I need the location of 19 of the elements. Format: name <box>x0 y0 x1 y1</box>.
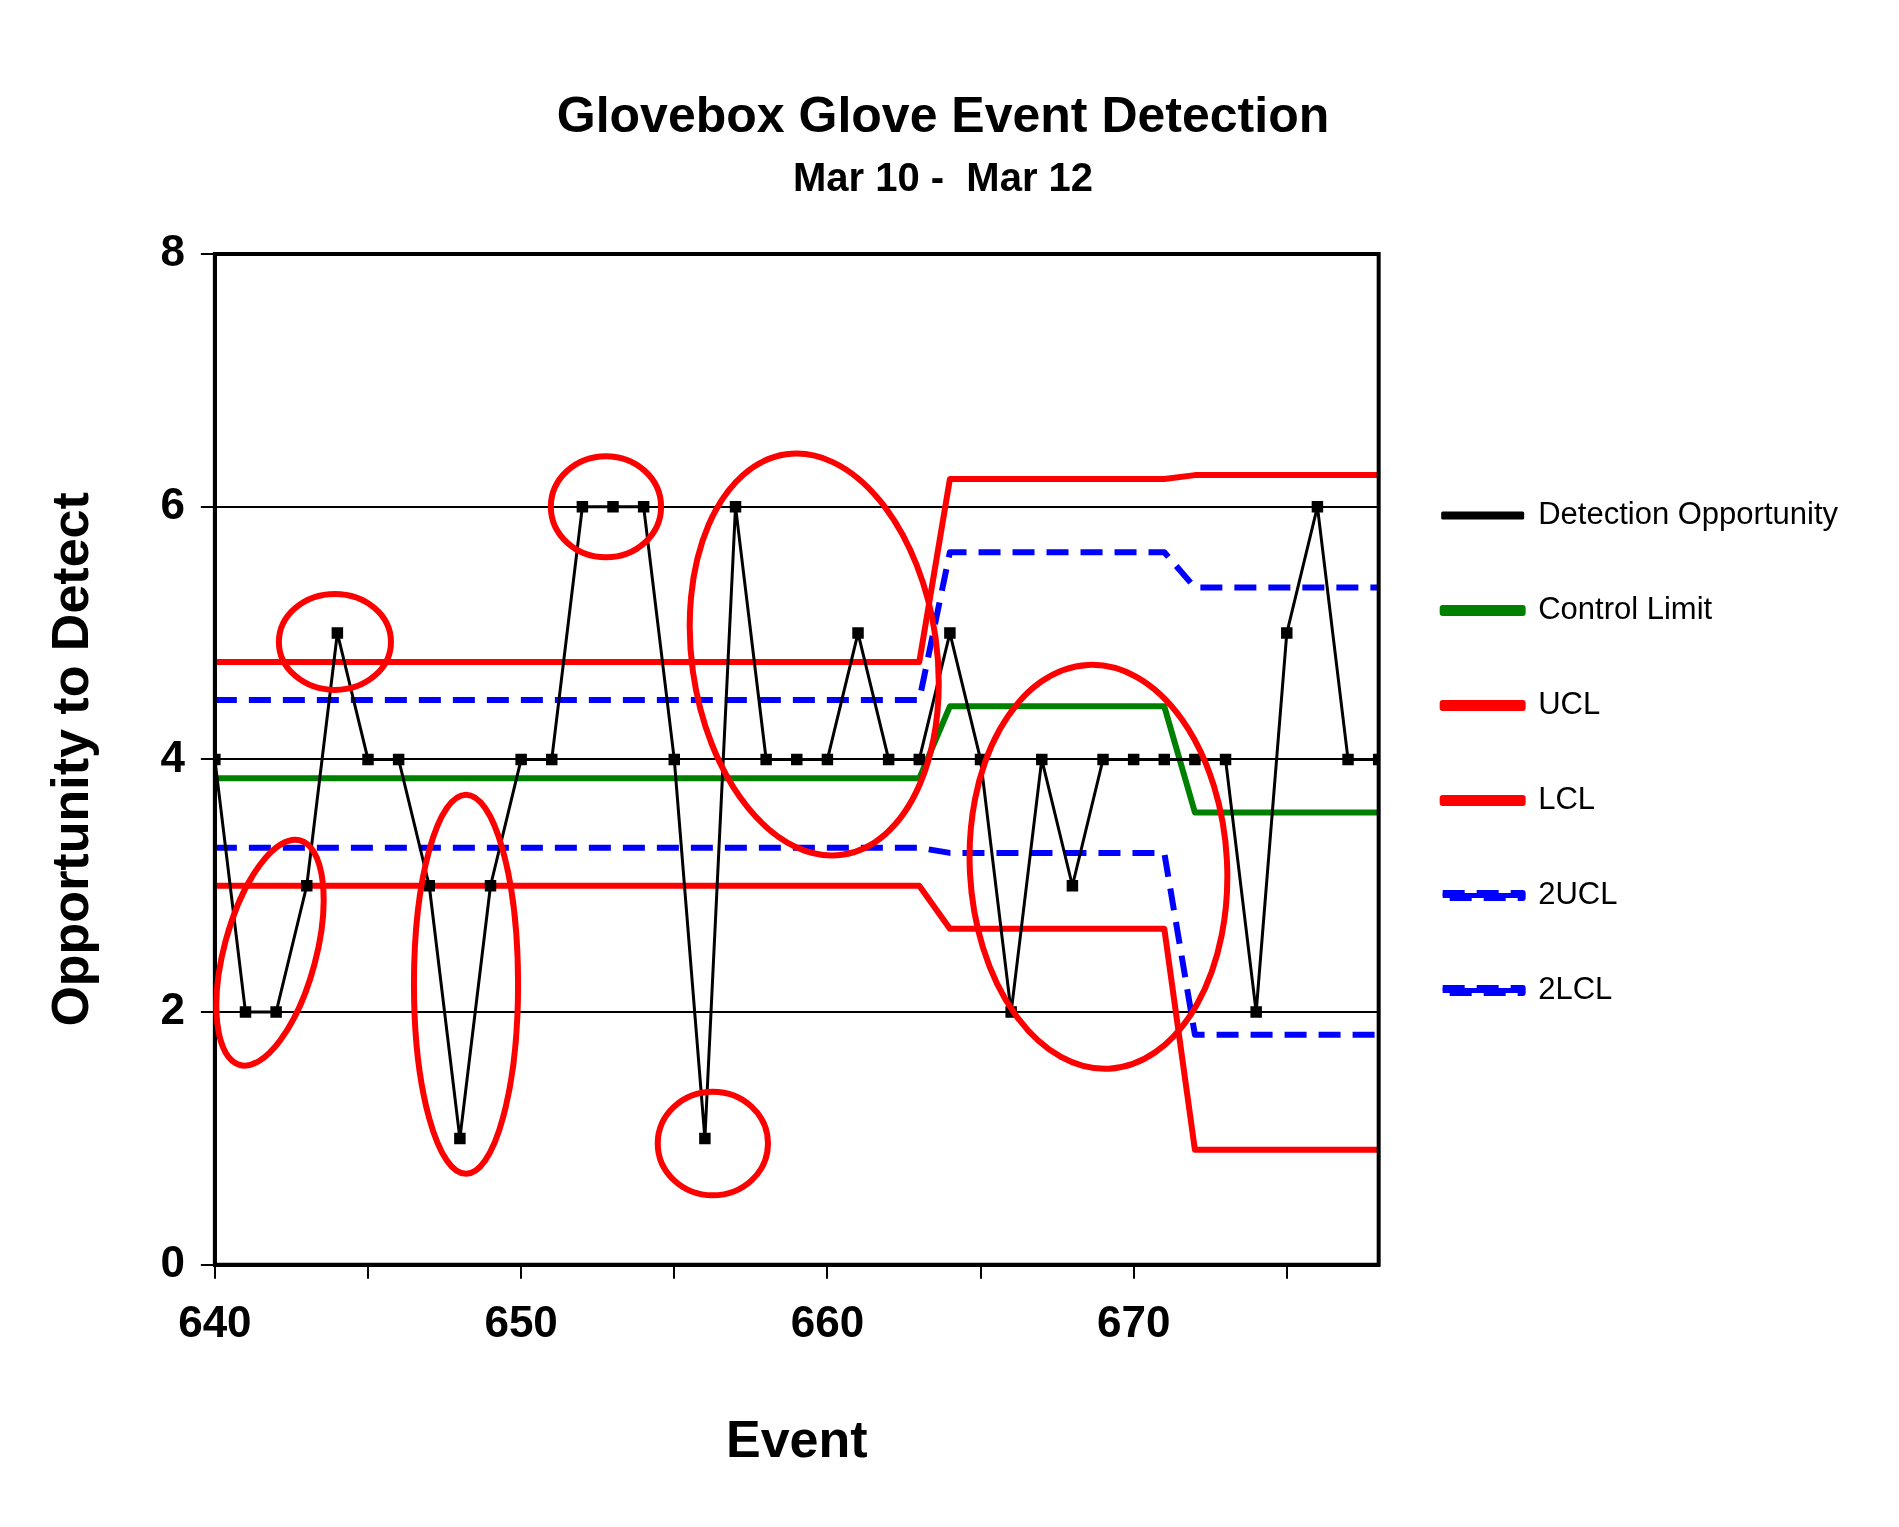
y-tick-label: 4 <box>160 731 186 781</box>
x-axis-title: Event <box>725 1410 868 1469</box>
x-tick-label: 640 <box>178 1297 252 1347</box>
x-tick-label: 650 <box>484 1297 558 1347</box>
y-tick-label: 6 <box>160 478 185 528</box>
legend-label: 2UCL <box>1538 876 1618 912</box>
y-tick-label: 2 <box>160 984 185 1034</box>
x-tick-label: 670 <box>1096 1297 1171 1347</box>
legend-label: UCL <box>1538 686 1601 722</box>
y-axis-title: Opportunity to Detect <box>40 492 99 1027</box>
y-tick-label: 0 <box>160 1236 185 1286</box>
x-tick-label: 660 <box>790 1297 865 1347</box>
legend-label: LCL <box>1538 781 1596 817</box>
chart-subtitle: Mar 10 - Mar 12 <box>792 155 1094 200</box>
legend-label: 2LCL <box>1538 971 1613 1007</box>
legend-label: Control Limit <box>1538 591 1713 627</box>
legend-label: Detection Opportunity <box>1538 496 1839 532</box>
y-tick-label: 8 <box>160 226 185 276</box>
chart-title: Glovebox Glove Event Detection <box>556 86 1330 143</box>
